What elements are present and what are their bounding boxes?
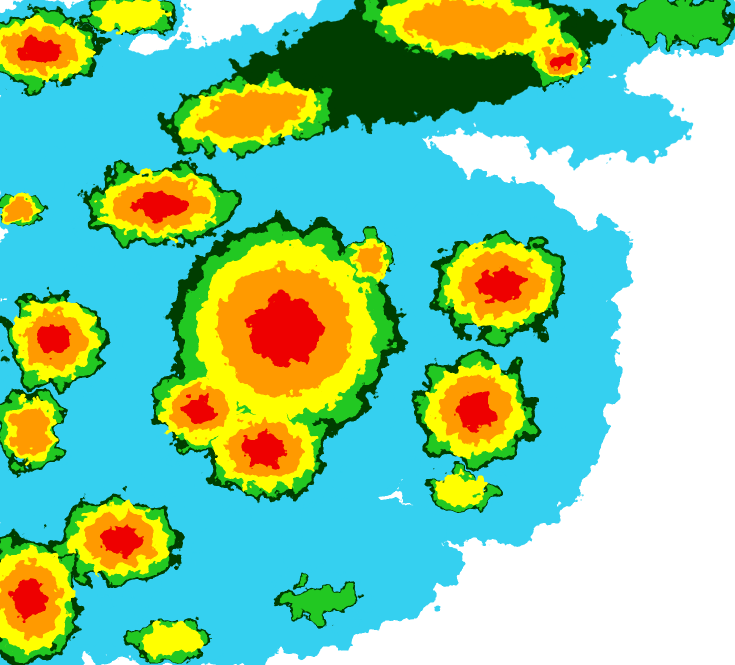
echo-red	[13, 579, 47, 621]
echo-red	[38, 324, 72, 356]
echo-red	[549, 52, 571, 68]
echo-yellow	[91, 0, 169, 30]
echo-red	[100, 525, 140, 555]
echo-green	[628, 0, 732, 43]
echo-red	[244, 434, 286, 466]
echo-red	[135, 192, 185, 218]
echo-red	[455, 391, 495, 429]
echo-red	[19, 38, 61, 62]
echo-orange	[355, 245, 385, 275]
echo-orange	[10, 406, 50, 454]
echo-red	[184, 397, 216, 423]
echo-orange	[403, 2, 537, 48]
echo-orange	[5, 200, 35, 220]
echo-orange	[197, 91, 303, 139]
echo-green	[283, 581, 357, 619]
echo-yellow	[138, 624, 202, 656]
echo-red	[248, 294, 322, 366]
echo-yellow	[434, 474, 486, 506]
echo-red	[477, 268, 523, 302]
